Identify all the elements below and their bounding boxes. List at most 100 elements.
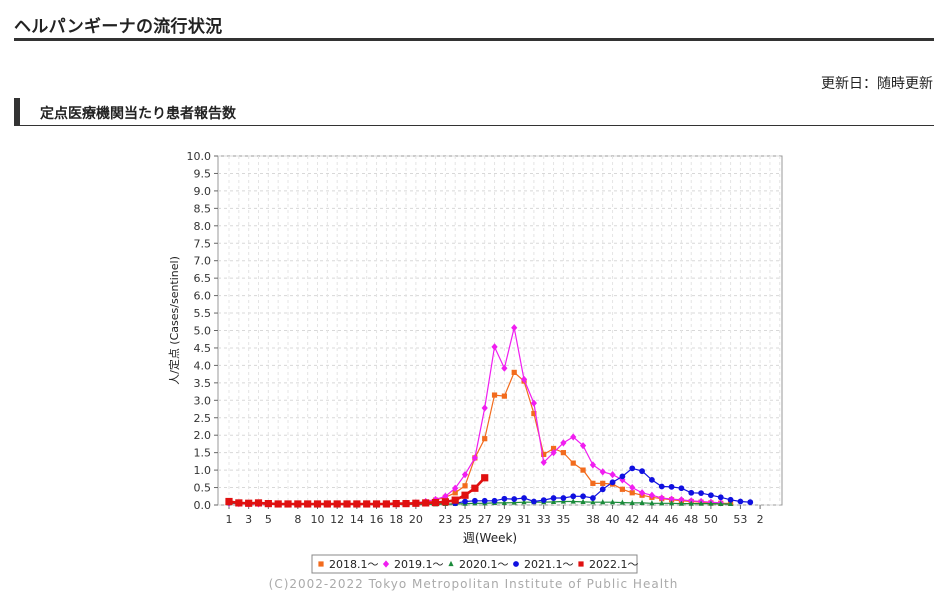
data-point bbox=[580, 467, 586, 473]
data-point bbox=[491, 343, 498, 351]
y-tick-label: 4.0 bbox=[194, 359, 212, 372]
data-point bbox=[678, 496, 685, 504]
data-point bbox=[629, 490, 635, 496]
data-point bbox=[570, 498, 576, 504]
data-point bbox=[570, 433, 577, 441]
x-tick-label: 14 bbox=[350, 513, 364, 526]
x-tick-label: 35 bbox=[556, 513, 570, 526]
data-point bbox=[530, 399, 537, 407]
legend-marker bbox=[513, 561, 519, 567]
data-point bbox=[501, 495, 508, 502]
data-point bbox=[579, 442, 587, 450]
data-point bbox=[481, 497, 488, 504]
copyright-text: (C)2002-2022 Tokyo Metropolitan Institut… bbox=[268, 577, 679, 591]
y-tick-label: 8.5 bbox=[194, 202, 212, 215]
data-point bbox=[678, 485, 685, 492]
data-point bbox=[471, 484, 479, 492]
x-tick-label: 18 bbox=[389, 513, 403, 526]
data-point bbox=[638, 489, 646, 497]
section-title: 定点医療機関当たり患者報告数 bbox=[40, 106, 236, 122]
data-point bbox=[560, 450, 566, 456]
x-tick-label: 2 bbox=[757, 513, 764, 526]
y-tick-label: 3.0 bbox=[194, 394, 212, 407]
data-point bbox=[649, 476, 655, 483]
x-tick-label: 20 bbox=[409, 513, 423, 526]
y-tick-label: 7.5 bbox=[194, 237, 212, 250]
x-tick-label: 44 bbox=[645, 513, 659, 526]
data-point bbox=[471, 497, 478, 504]
data-point bbox=[648, 491, 656, 499]
data-point bbox=[678, 500, 685, 506]
data-point bbox=[600, 499, 606, 505]
data-point bbox=[619, 486, 625, 492]
data-point bbox=[284, 500, 292, 508]
legend-marker bbox=[382, 560, 390, 568]
y-tick-label: 2.0 bbox=[194, 429, 212, 442]
data-point bbox=[511, 496, 518, 502]
y-tick-label: 5.5 bbox=[194, 307, 212, 320]
x-tick-label: 48 bbox=[684, 513, 698, 526]
y-tick-label: 9.5 bbox=[194, 167, 212, 180]
data-point bbox=[629, 499, 635, 506]
data-point bbox=[609, 499, 616, 505]
data-point bbox=[659, 500, 665, 506]
data-point bbox=[688, 489, 695, 496]
x-tick-label: 23 bbox=[438, 513, 452, 526]
data-point bbox=[698, 500, 704, 506]
y-tick-label: 7.0 bbox=[194, 255, 212, 268]
data-point bbox=[274, 500, 282, 508]
data-point bbox=[570, 493, 577, 500]
data-point bbox=[599, 486, 606, 493]
x-tick-label: 53 bbox=[733, 513, 747, 526]
data-point bbox=[482, 436, 488, 442]
section-marker bbox=[14, 98, 20, 126]
y-tick-label: 4.5 bbox=[194, 342, 212, 355]
data-point bbox=[639, 468, 645, 475]
data-point bbox=[580, 493, 586, 500]
data-point bbox=[402, 500, 410, 508]
data-point bbox=[313, 500, 322, 508]
x-axis-label: 週(Week) bbox=[463, 531, 517, 545]
x-tick-label: 3 bbox=[245, 513, 252, 526]
data-point bbox=[717, 494, 724, 501]
data-point bbox=[708, 500, 714, 506]
x-tick-label: 27 bbox=[478, 513, 492, 526]
data-point bbox=[452, 490, 458, 496]
data-point bbox=[511, 369, 517, 375]
data-point bbox=[609, 471, 616, 479]
data-point bbox=[501, 499, 507, 506]
data-point bbox=[541, 451, 547, 457]
data-point bbox=[323, 500, 331, 508]
data-point bbox=[382, 500, 390, 508]
data-point bbox=[619, 473, 626, 480]
legend-label: 2019.1～ bbox=[394, 558, 444, 571]
data-point bbox=[264, 500, 272, 508]
data-point bbox=[511, 324, 518, 332]
x-tick-label: 25 bbox=[458, 513, 472, 526]
title-divider bbox=[14, 38, 934, 41]
data-point bbox=[629, 483, 636, 492]
data-point bbox=[412, 499, 420, 507]
data-point bbox=[501, 393, 507, 399]
data-point bbox=[619, 476, 626, 484]
y-tick-label: 2.5 bbox=[194, 412, 212, 425]
data-point bbox=[560, 495, 567, 501]
data-point bbox=[550, 498, 557, 504]
data-point bbox=[530, 498, 537, 505]
data-point bbox=[619, 499, 625, 505]
x-tick-label: 1 bbox=[226, 513, 233, 526]
x-tick-label: 33 bbox=[537, 513, 551, 526]
data-point bbox=[590, 480, 596, 486]
data-point bbox=[461, 471, 469, 479]
update-date: 更新日：随時更新 bbox=[821, 76, 933, 92]
data-point bbox=[718, 500, 724, 507]
legend-label: 2018.1～ bbox=[329, 558, 379, 571]
data-point bbox=[462, 483, 468, 489]
data-point bbox=[639, 499, 645, 506]
x-tick-label: 16 bbox=[370, 513, 384, 526]
data-point bbox=[491, 497, 498, 504]
data-point bbox=[333, 500, 341, 508]
page-title: ヘルパンギーナの流行状況 bbox=[14, 17, 223, 37]
data-point bbox=[560, 498, 566, 504]
x-tick-label: 31 bbox=[517, 513, 531, 526]
